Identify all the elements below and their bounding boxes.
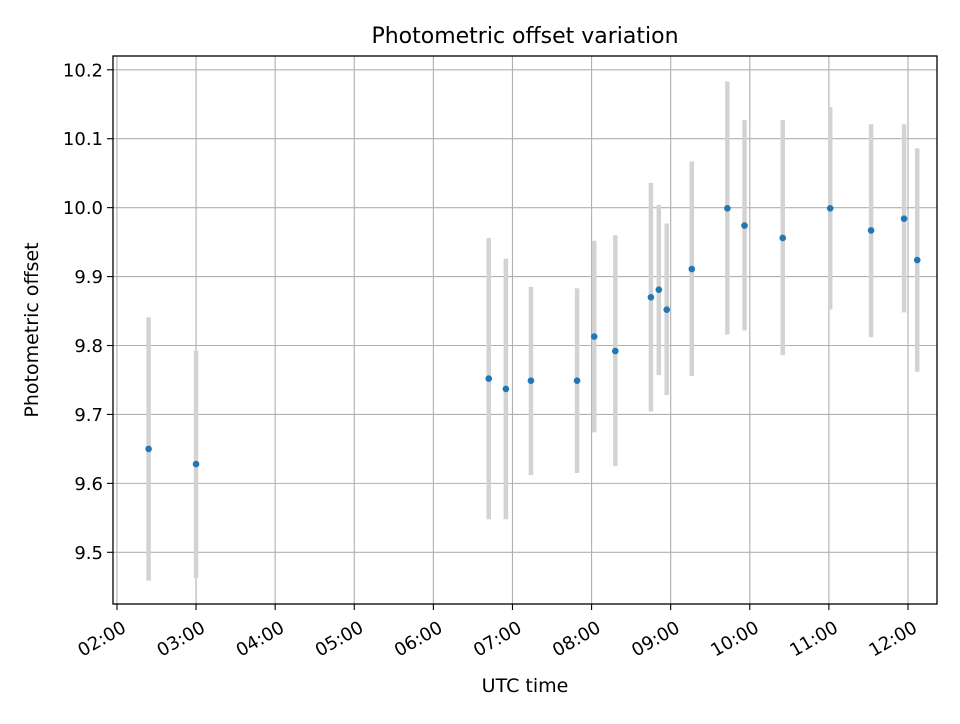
data-point (655, 286, 663, 293)
x-tick-label: 08:00 (549, 617, 604, 661)
data-point (663, 306, 671, 313)
data-point (867, 227, 875, 234)
data-points (145, 205, 921, 468)
data-point (724, 205, 731, 212)
data-point (485, 375, 493, 382)
data-point (590, 333, 598, 340)
x-tick-label: 06:00 (391, 617, 446, 661)
y-tick-label: 10.1 (63, 129, 103, 150)
y-tick-label: 10.0 (63, 198, 103, 219)
data-point (900, 215, 908, 222)
data-point (647, 293, 655, 301)
x-tick-label: 10:00 (707, 617, 762, 661)
x-tick-label: 12:00 (865, 617, 920, 661)
chart-title: Photometric offset variation (371, 24, 678, 49)
y-tick-label: 9.9 (74, 267, 103, 288)
axis-ticks: 02:00 03:00 04:00 05:00 06:00 07:00 08:00 09:00… (63, 60, 921, 661)
grid (113, 56, 937, 604)
data-point (913, 256, 921, 264)
y-tick-label: 9.8 (74, 336, 103, 357)
data-point (527, 377, 535, 384)
error-bars (146, 81, 920, 581)
x-axis-label: UTC time (482, 675, 569, 697)
data-point (741, 222, 748, 229)
y-tick-label: 9.6 (74, 474, 103, 495)
x-tick-label: 04:00 (233, 617, 288, 661)
x-tick-label: 07:00 (470, 617, 525, 661)
x-tick-label: 03:00 (154, 617, 209, 661)
x-tick-label: 02:00 (74, 617, 129, 661)
y-tick-label: 9.7 (74, 405, 103, 426)
x-tick-label: 11:00 (786, 617, 841, 661)
y-axis-label: Photometric offset (21, 242, 43, 417)
data-point (192, 460, 200, 468)
x-tick-label: 05:00 (312, 617, 367, 661)
y-tick-label: 9.5 (74, 543, 103, 564)
data-point (826, 205, 834, 212)
data-point (573, 377, 581, 384)
data-point (779, 234, 787, 242)
data-point (502, 385, 510, 393)
plot-frame (112, 55, 938, 605)
data-point (688, 265, 696, 273)
y-tick-label: 10.2 (63, 60, 103, 81)
x-tick-label: 09:00 (628, 617, 683, 661)
data-point (612, 347, 619, 355)
data-point (145, 445, 152, 453)
